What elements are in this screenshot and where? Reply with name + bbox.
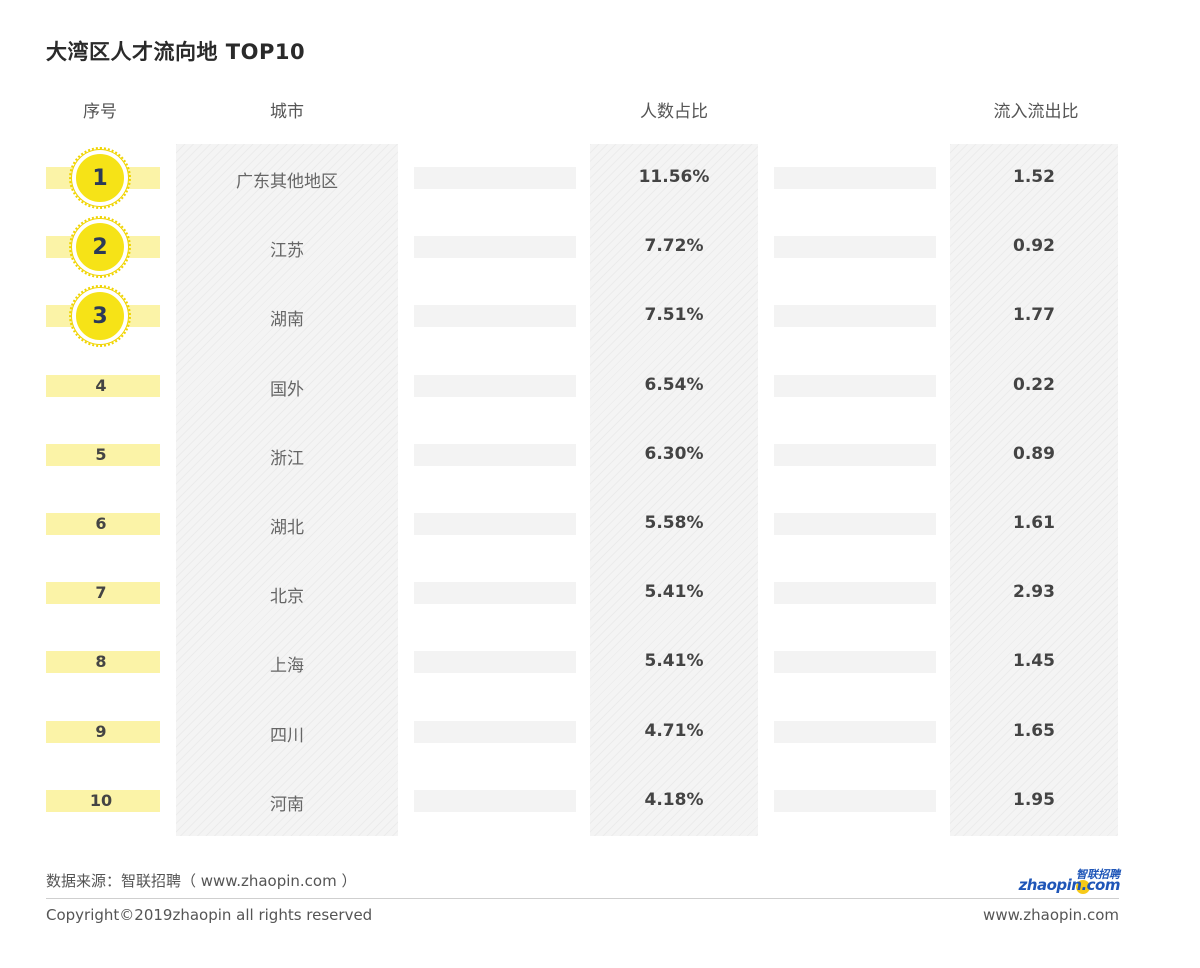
copyright: Copyright©2019zhaopin all rights reserve… <box>46 906 373 924</box>
ratio-cell: 2.93 <box>1013 582 1055 603</box>
footer-url: www.zhaopin.com <box>983 906 1119 924</box>
rank-bar <box>46 513 160 535</box>
ratio-bar-slot <box>774 167 936 189</box>
ratio-bar-slot <box>774 651 936 674</box>
city-cell: 浙江 <box>270 448 304 469</box>
zhaopin-logo: 智联招聘 zhaopin.com <box>1019 866 1121 896</box>
ratio-cell: 0.22 <box>1013 374 1055 395</box>
share-bar-slot <box>414 720 576 743</box>
city-cell: 国外 <box>270 379 304 400</box>
share-bar-slot <box>414 374 576 397</box>
share-cell: 4.71% <box>644 720 704 741</box>
rank-bar <box>46 443 160 466</box>
ratio-bar-slot <box>774 236 936 259</box>
header-ratio: 流入流出比 <box>993 102 1079 122</box>
ratio-cell: 1.65 <box>1013 720 1055 741</box>
city-column-background <box>176 144 398 836</box>
ratio-cell: 0.92 <box>1013 236 1055 257</box>
ratio-bar-slot <box>774 443 936 466</box>
city-cell: 北京 <box>270 587 304 608</box>
rank-bar <box>46 651 160 674</box>
share-cell: 6.54% <box>644 374 704 395</box>
city-cell: 上海 <box>270 656 304 677</box>
rank-bar <box>46 720 160 743</box>
city-cell: 湖南 <box>270 310 304 331</box>
share-bar-slot <box>414 582 576 605</box>
rank-number: 8 <box>95 652 107 672</box>
rank-bar <box>46 789 160 812</box>
share-bar-slot <box>414 305 576 328</box>
share-bar-slot <box>414 443 576 466</box>
rank-medal: 1 <box>74 152 126 204</box>
logo-cn-text: 智联招聘 <box>1076 868 1120 881</box>
city-cell: 湖北 <box>270 518 304 538</box>
rank-bar <box>46 582 160 605</box>
share-cell: 5.41% <box>644 651 704 672</box>
ratio-bar-slot <box>774 513 936 535</box>
city-cell: 广东其他地区 <box>236 172 338 192</box>
rank-medal: 3 <box>74 290 126 343</box>
ratio-bar-slot <box>774 374 936 397</box>
header-share: 人数占比 <box>640 102 708 122</box>
data-source: 数据来源：智联招聘（ www.zhaopin.com ） <box>46 872 357 890</box>
share-cell: 5.41% <box>644 582 704 603</box>
share-bar-slot <box>414 789 576 812</box>
share-bar-slot <box>414 513 576 535</box>
ratio-cell: 1.61 <box>1013 513 1055 533</box>
chart-title: 大湾区人才流向地 TOP10 <box>46 40 306 64</box>
ratio-column-background <box>950 144 1118 836</box>
ratio-cell: 0.89 <box>1013 443 1055 464</box>
rank-medal: 2 <box>74 221 126 274</box>
rank-number: 7 <box>95 583 107 603</box>
header-rank: 序号 <box>83 102 117 122</box>
rank-number: 5 <box>95 444 107 464</box>
rank-number: 9 <box>95 721 107 741</box>
ratio-bar-slot <box>774 720 936 743</box>
ratio-cell: 1.52 <box>1013 167 1055 187</box>
rank-number: 10 <box>89 790 113 810</box>
logo-en-text: zhaopin.com <box>1018 876 1121 894</box>
header-city: 城市 <box>270 102 304 122</box>
ratio-cell: 1.77 <box>1013 305 1055 326</box>
share-cell: 11.56% <box>638 167 710 187</box>
medal-ring-icon <box>69 216 131 279</box>
ratio-bar-slot <box>774 305 936 328</box>
share-cell: 6.30% <box>644 443 704 464</box>
logo-dot-icon <box>1076 880 1090 894</box>
share-column-background <box>590 144 758 836</box>
city-cell: 河南 <box>270 794 304 815</box>
city-cell: 江苏 <box>270 241 304 262</box>
medal-ring-icon <box>69 285 131 348</box>
share-bar-slot <box>414 236 576 259</box>
share-cell: 7.72% <box>644 236 704 257</box>
share-cell: 4.18% <box>644 789 704 810</box>
ratio-bar-slot <box>774 789 936 812</box>
rank-number: 6 <box>95 514 107 533</box>
medal-ring-icon <box>69 147 131 209</box>
ratio-bar-slot <box>774 582 936 605</box>
footer-divider <box>46 898 1119 899</box>
rank-bar <box>46 374 160 397</box>
share-bar-slot <box>414 167 576 189</box>
share-cell: 7.51% <box>644 305 704 326</box>
share-cell: 5.58% <box>644 513 704 533</box>
share-bar-slot <box>414 651 576 674</box>
ratio-cell: 1.45 <box>1013 651 1055 672</box>
ratio-cell: 1.95 <box>1013 789 1055 810</box>
rank-number: 4 <box>95 375 107 395</box>
city-cell: 四川 <box>270 725 304 746</box>
